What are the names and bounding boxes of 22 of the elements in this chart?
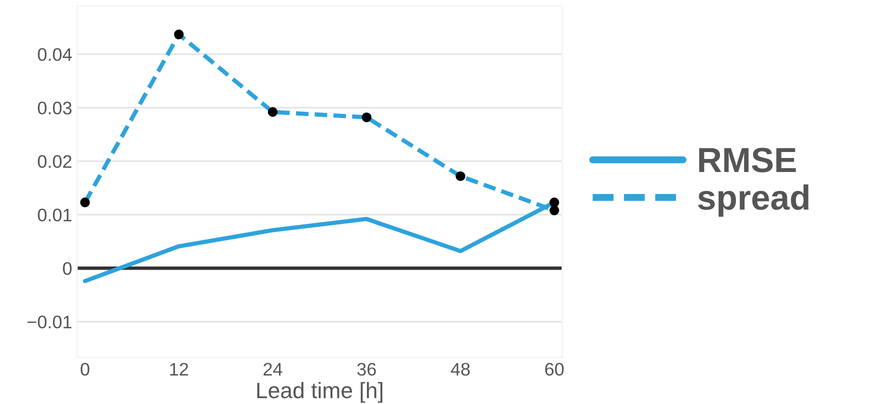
x-tick-label: 0 — [80, 362, 90, 376]
x-tick-label: 60 — [545, 362, 564, 376]
legend-label: spread — [698, 184, 808, 217]
x-tick-label: 12 — [170, 362, 188, 376]
x-tick-label: 48 — [450, 362, 470, 376]
point — [268, 107, 278, 117]
x-axis-title: Lead time [h] — [257, 382, 382, 403]
point — [549, 206, 560, 216]
point — [456, 171, 466, 182]
point — [549, 198, 560, 208]
y-tick-label: −0.01 — [28, 316, 72, 328]
point — [80, 198, 90, 208]
y-tick-label: 0.04 — [38, 48, 72, 61]
point — [362, 112, 372, 122]
y-tick-label: 0.01 — [38, 208, 72, 222]
y-tick-label: 0.02 — [38, 155, 72, 168]
y-tick-label: 0 — [62, 262, 72, 275]
x-tick-label: 36 — [357, 362, 376, 376]
legend-label: RMSE — [699, 148, 796, 172]
y-tick-label: 0.03 — [38, 102, 72, 114]
point — [174, 30, 184, 40]
x-tick-label: 24 — [264, 362, 282, 376]
